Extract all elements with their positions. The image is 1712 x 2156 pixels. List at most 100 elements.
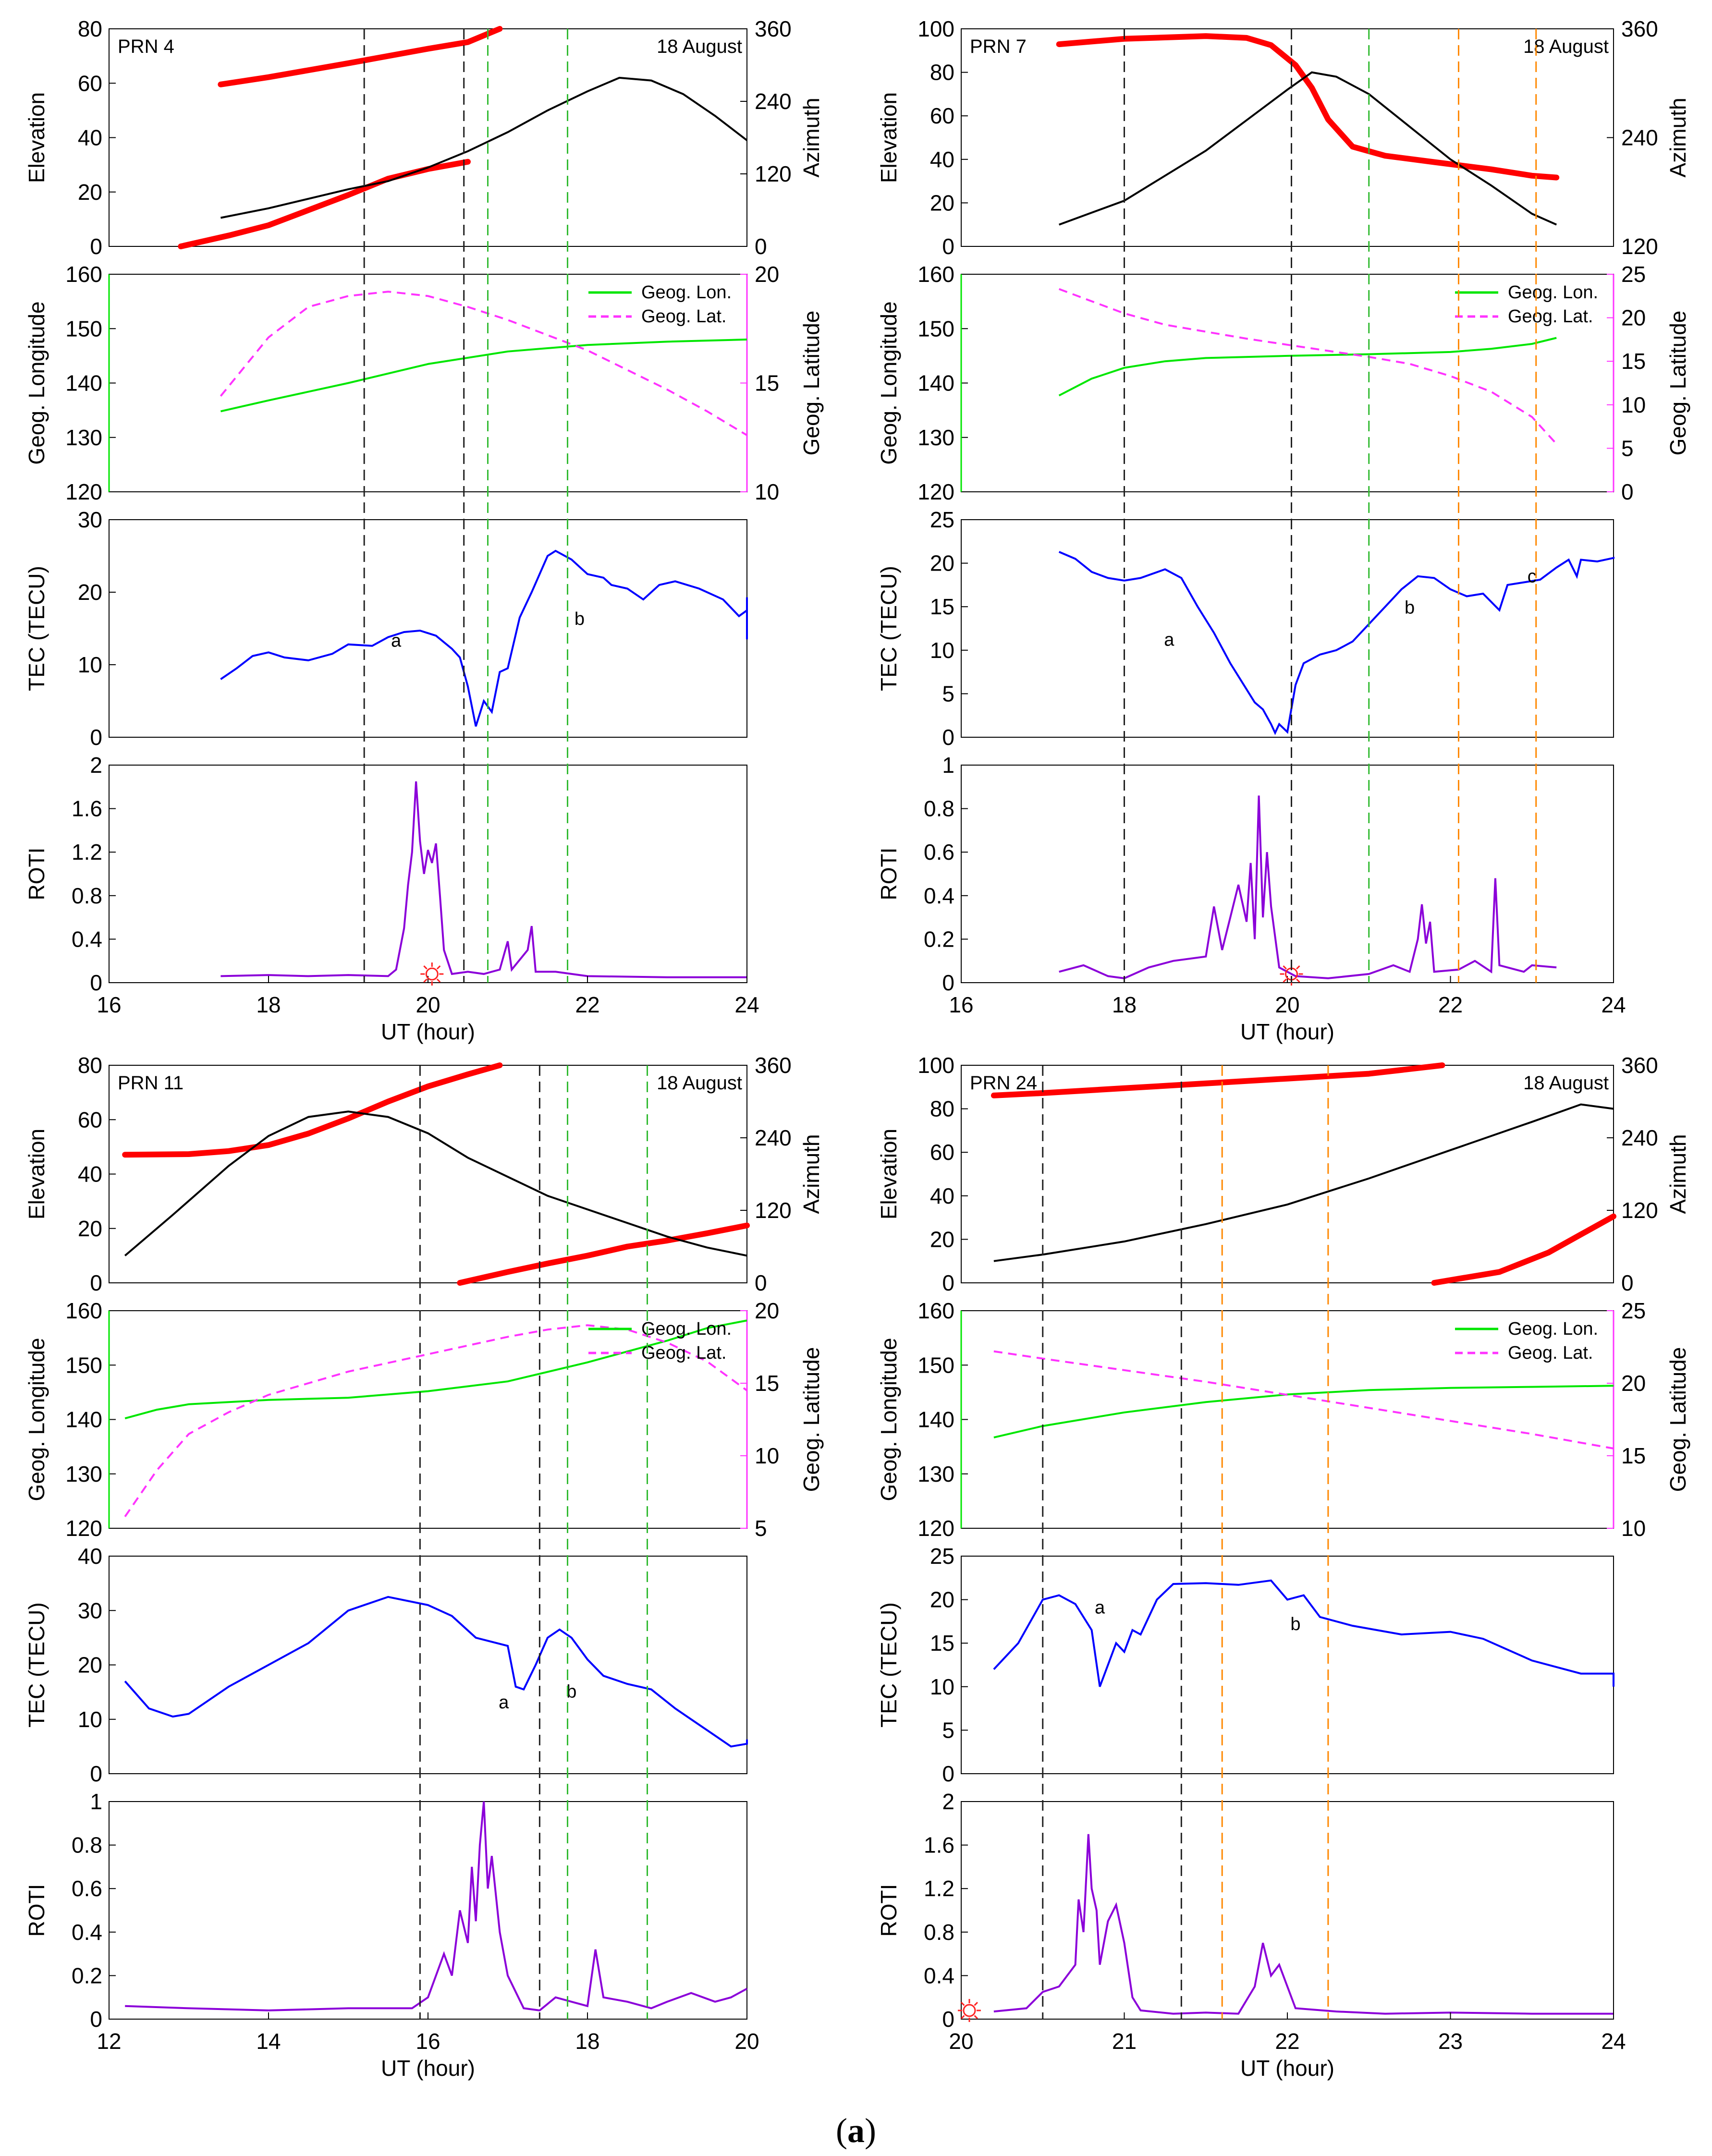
panel-frame bbox=[109, 1065, 747, 1283]
x-tick-label: 20 bbox=[949, 2029, 973, 2054]
y-tick-label: 1.6 bbox=[72, 796, 102, 821]
y2-tick-label: 120 bbox=[1621, 234, 1658, 259]
x-axis-label: UT (hour) bbox=[381, 2056, 475, 2081]
y-tick-label: 150 bbox=[65, 1352, 102, 1377]
panel-geo: 120 130 140 150 160 Geog. Longitude 10 15 20 25 Ge… bbox=[876, 1298, 1690, 1541]
y2-tick-label: 15 bbox=[755, 371, 779, 396]
event-label: c bbox=[1528, 566, 1537, 586]
y-tick-label: 0 bbox=[942, 1270, 954, 1295]
y-tick-label: 0.4 bbox=[72, 926, 102, 951]
event-label: a bbox=[391, 631, 402, 651]
y-tick-label: 150 bbox=[917, 316, 954, 341]
tec-series bbox=[220, 549, 748, 727]
panel-tec: 0 5 10 15 20 25 TEC (TECU) a b c bbox=[876, 507, 1614, 750]
x-tick-label: 20 bbox=[734, 2029, 759, 2054]
y2-tick-label: 240 bbox=[1621, 1125, 1658, 1150]
y-axis-label: ROTI bbox=[876, 848, 901, 901]
y2-tick-label: 25 bbox=[1621, 262, 1646, 287]
y-tick-label: 1 bbox=[90, 1789, 102, 1814]
y-tick-label: 0.8 bbox=[72, 883, 102, 908]
panel-elevation: 0 20 40 60 80 100 Elevation 0 120 240 360 Azimuth PR… bbox=[876, 1053, 1690, 1295]
y-tick-label: 0 bbox=[90, 2007, 102, 2032]
y2-axis-label: Geog. Latitude bbox=[799, 1347, 824, 1492]
roti-series bbox=[220, 781, 747, 978]
y2-tick-label: 360 bbox=[1621, 1053, 1658, 1078]
y-axis-label: Elevation bbox=[24, 1129, 49, 1219]
y-tick-label: 0.2 bbox=[72, 1963, 102, 1988]
y-tick-label: 60 bbox=[78, 1107, 102, 1132]
x-tick-label: 12 bbox=[97, 2029, 121, 2054]
y-tick-label: 0 bbox=[942, 725, 954, 750]
x-tick-label: 23 bbox=[1438, 2029, 1463, 2054]
latitude-series bbox=[993, 1350, 1614, 1450]
y2-tick-label: 20 bbox=[755, 262, 779, 287]
y2-tick-label: 240 bbox=[755, 89, 792, 114]
y-axis-label: TEC (TECU) bbox=[876, 1602, 901, 1728]
y-tick-label: 5 bbox=[942, 681, 954, 706]
sun-disc bbox=[963, 2004, 976, 2017]
y2-tick-label: 5 bbox=[755, 1516, 767, 1541]
x-tick-label: 24 bbox=[1601, 2029, 1626, 2054]
y2-tick-label: 120 bbox=[755, 161, 792, 186]
sun-icon bbox=[420, 962, 444, 986]
latitude-series bbox=[1058, 288, 1557, 445]
y-tick-label: 20 bbox=[930, 1587, 954, 1612]
y2-tick-label: 360 bbox=[755, 16, 792, 41]
sun-ray bbox=[436, 978, 441, 983]
y-tick-label: 20 bbox=[78, 1216, 102, 1241]
elevation-series bbox=[220, 76, 748, 219]
y-tick-label: 0 bbox=[942, 970, 954, 995]
legend-lon-label: Geog. Lon. bbox=[641, 282, 732, 303]
sun-ray bbox=[1296, 978, 1300, 983]
legend-lat-label: Geog. Lat. bbox=[641, 1343, 726, 1363]
y2-tick-label: 20 bbox=[755, 1298, 779, 1323]
y-tick-label: 160 bbox=[65, 262, 102, 287]
roti-series bbox=[125, 1801, 747, 2011]
longitude-series bbox=[993, 1385, 1614, 1438]
y2-tick-label: 10 bbox=[755, 479, 779, 504]
y-tick-label: 25 bbox=[930, 1544, 954, 1569]
panel-roti: 0 0.4 0.8 1.2 1.6 2 ROTI 20 21 22 23 24 UT (hour) bbox=[876, 1789, 1626, 2081]
prn-label: PRN 24 bbox=[970, 1072, 1037, 1094]
y-tick-label: 140 bbox=[917, 371, 954, 396]
y-tick-label: 20 bbox=[930, 190, 954, 215]
y-tick-label: 20 bbox=[78, 1653, 102, 1678]
y2-tick-label: 0 bbox=[755, 234, 767, 259]
y2-axis-label: Azimuth bbox=[1665, 97, 1690, 177]
y-tick-label: 120 bbox=[65, 1516, 102, 1541]
y2-axis-label: Geog. Latitude bbox=[1665, 1347, 1690, 1492]
legend-lon-label: Geog. Lon. bbox=[1508, 282, 1598, 303]
y-axis-label: Geog. Longitude bbox=[24, 301, 49, 464]
y-tick-label: 20 bbox=[930, 551, 954, 576]
legend-lon-label: Geog. Lon. bbox=[641, 1319, 732, 1339]
sun-ray bbox=[1283, 978, 1287, 983]
y-axis-label: TEC (TECU) bbox=[24, 1602, 49, 1728]
sun-icon bbox=[957, 1999, 981, 2022]
panel-geo: 120 130 140 150 160 Geog. Longitude 5 10 15 20 Geo… bbox=[24, 1298, 824, 1541]
y-tick-label: 130 bbox=[65, 425, 102, 450]
sun-ray bbox=[1296, 965, 1300, 970]
prn-label: PRN 11 bbox=[118, 1072, 183, 1094]
sun-ray bbox=[960, 2015, 965, 2020]
y-tick-label: 0.2 bbox=[924, 926, 954, 951]
sun-ray bbox=[1283, 965, 1287, 970]
panel-tec: 0 10 20 30 TEC (TECU) a b bbox=[24, 507, 748, 750]
panel-tec: 0 10 20 30 40 TEC (TECU) a b bbox=[24, 1544, 748, 1786]
y-tick-label: 160 bbox=[917, 1298, 954, 1323]
x-axis-label: UT (hour) bbox=[1240, 1019, 1334, 1044]
y2-axis-label: Geog. Latitude bbox=[1665, 311, 1690, 456]
y-tick-label: 0.8 bbox=[72, 1833, 102, 1858]
date-label: 18 August bbox=[1523, 36, 1609, 57]
caption-close: ) bbox=[865, 2111, 876, 2150]
y-tick-label: 20 bbox=[78, 580, 102, 605]
y2-tick-label: 20 bbox=[1621, 305, 1646, 330]
date-label: 18 August bbox=[657, 1072, 742, 1094]
chart-prn-7: 020406080100Elevation120240360AzimuthPRN… bbox=[876, 16, 1690, 1044]
figure-caption: (a) bbox=[0, 2111, 1712, 2151]
y-tick-label: 20 bbox=[930, 1227, 954, 1252]
event-label: a bbox=[1164, 630, 1174, 650]
x-tick-label: 18 bbox=[1112, 992, 1137, 1017]
x-tick-label: 20 bbox=[416, 992, 440, 1017]
